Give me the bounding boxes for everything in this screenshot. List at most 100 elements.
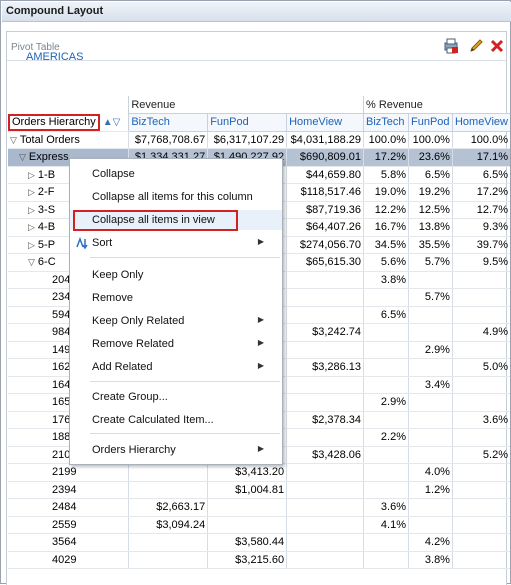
value-cell[interactable]	[128, 533, 208, 552]
value-cell[interactable]: $690,809.01	[286, 148, 364, 167]
row-header-label[interactable]: Orders Hierarchy	[8, 113, 100, 131]
value-cell[interactable]	[407, 358, 453, 377]
value-cell[interactable]: 5.7%	[407, 288, 453, 307]
value-cell[interactable]	[363, 446, 409, 464]
value-cell[interactable]: 16.7%	[363, 218, 409, 237]
value-cell[interactable]	[451, 271, 510, 289]
value-cell[interactable]: 39.7%	[451, 236, 510, 254]
value-cell[interactable]: $44,659.80	[286, 166, 364, 184]
menu-item-keep-only[interactable]: Keep Only	[70, 265, 282, 285]
value-cell[interactable]: 3.6%	[363, 498, 409, 517]
expand-toggle-icon[interactable]: ▷	[28, 169, 35, 180]
value-cell[interactable]	[286, 463, 364, 482]
value-cell[interactable]: $87,719.36	[286, 201, 364, 219]
value-cell[interactable]: 19.0%	[363, 183, 409, 202]
collapse-toggle-icon[interactable]: ▽	[10, 134, 17, 145]
row-label-cell[interactable]: 2394	[8, 481, 129, 499]
value-cell[interactable]: $3,286.13	[286, 358, 364, 377]
value-cell[interactable]: $3,413.20	[207, 463, 287, 482]
value-cell[interactable]	[363, 533, 409, 552]
value-cell[interactable]	[286, 341, 364, 359]
value-cell[interactable]: 3.4%	[407, 376, 453, 394]
value-cell[interactable]	[128, 481, 208, 499]
value-cell[interactable]: $3,094.24	[128, 516, 208, 534]
value-cell[interactable]: 3.8%	[407, 551, 453, 569]
value-cell[interactable]	[451, 341, 510, 359]
value-cell[interactable]: 17.2%	[451, 183, 510, 202]
value-cell[interactable]: 12.2%	[363, 201, 409, 219]
value-cell[interactable]: 35.5%	[407, 236, 453, 254]
value-cell[interactable]: 5.0%	[451, 358, 510, 377]
col-header-biztech-pct[interactable]: BizTech	[363, 113, 409, 132]
value-cell[interactable]: 17.2%	[363, 148, 409, 167]
value-cell[interactable]	[363, 341, 409, 359]
value-cell[interactable]: 34.5%	[363, 236, 409, 254]
value-cell[interactable]	[286, 551, 364, 569]
menu-item-create-calculated-item[interactable]: Create Calculated Item...	[70, 410, 282, 430]
value-cell[interactable]	[451, 498, 510, 517]
value-cell[interactable]	[451, 516, 510, 534]
value-cell[interactable]	[286, 481, 364, 499]
value-cell[interactable]: 100.0%	[363, 131, 409, 149]
value-cell[interactable]	[451, 288, 510, 307]
value-cell[interactable]: 12.7%	[451, 201, 510, 219]
value-cell[interactable]: $6,317,107.29	[207, 131, 287, 149]
value-cell[interactable]	[286, 376, 364, 394]
sort-toggle-icon[interactable]: ▲▽	[102, 116, 121, 128]
value-cell[interactable]	[407, 516, 453, 534]
value-cell[interactable]	[286, 516, 364, 534]
close-icon[interactable]	[489, 38, 505, 54]
value-cell[interactable]	[407, 323, 453, 342]
menu-item-keep-only-related[interactable]: Keep Only Related ▶	[70, 311, 282, 331]
value-cell[interactable]: 100.0%	[407, 131, 453, 149]
row-label-cell[interactable]: 2484	[8, 498, 129, 517]
value-cell[interactable]	[451, 428, 510, 447]
row-label-cell[interactable]: ▽ Total Orders	[8, 131, 129, 149]
value-cell[interactable]	[451, 393, 510, 412]
value-cell[interactable]	[363, 463, 409, 482]
value-cell[interactable]	[207, 498, 287, 517]
value-cell[interactable]	[407, 446, 453, 464]
value-cell[interactable]	[128, 463, 208, 482]
value-cell[interactable]: 3.8%	[363, 271, 409, 289]
value-cell[interactable]: 2.9%	[407, 341, 453, 359]
value-cell[interactable]	[451, 551, 510, 569]
value-cell[interactable]	[363, 323, 409, 342]
menu-item-sort[interactable]: Sort ▶	[70, 233, 282, 253]
value-cell[interactable]: 6.5%	[407, 166, 453, 184]
value-cell[interactable]	[286, 533, 364, 552]
value-cell[interactable]	[207, 516, 287, 534]
value-cell[interactable]: 2.9%	[363, 393, 409, 412]
menu-item-add-related[interactable]: Add Related ▶	[70, 357, 282, 377]
value-cell[interactable]: $3,242.74	[286, 323, 364, 342]
value-cell[interactable]: 5.2%	[451, 446, 510, 464]
value-cell[interactable]	[286, 271, 364, 289]
col-header-homeview[interactable]: HomeView	[286, 113, 364, 132]
value-cell[interactable]: 17.1%	[451, 148, 510, 167]
value-cell[interactable]	[286, 288, 364, 307]
page-edge-value[interactable]: AMERICAS	[26, 51, 84, 63]
value-cell[interactable]: $65,615.30	[286, 253, 364, 272]
value-cell[interactable]	[451, 481, 510, 499]
value-cell[interactable]	[363, 551, 409, 569]
expand-toggle-icon[interactable]: ▷	[28, 187, 35, 198]
value-cell[interactable]: 4.9%	[451, 323, 510, 342]
value-cell[interactable]	[286, 306, 364, 324]
value-cell[interactable]: $64,407.26	[286, 218, 364, 237]
value-cell[interactable]	[451, 463, 510, 482]
col-header-biztech[interactable]: BizTech	[128, 113, 208, 132]
value-cell[interactable]	[407, 306, 453, 324]
value-cell[interactable]: 1.2%	[407, 481, 453, 499]
value-cell[interactable]: 5.8%	[363, 166, 409, 184]
value-cell[interactable]: 4.1%	[363, 516, 409, 534]
value-cell[interactable]: 4.0%	[407, 463, 453, 482]
value-cell[interactable]: 4.2%	[407, 533, 453, 552]
value-cell[interactable]	[451, 376, 510, 394]
expand-toggle-icon[interactable]: ▷	[28, 239, 35, 250]
value-cell[interactable]: 12.5%	[407, 201, 453, 219]
row-label-cell[interactable]: 3564	[8, 533, 129, 552]
value-cell[interactable]	[363, 376, 409, 394]
menu-item-remove[interactable]: Remove	[70, 288, 282, 308]
value-cell[interactable]: $7,768,708.67	[128, 131, 208, 149]
value-cell[interactable]: 3.6%	[451, 411, 510, 429]
